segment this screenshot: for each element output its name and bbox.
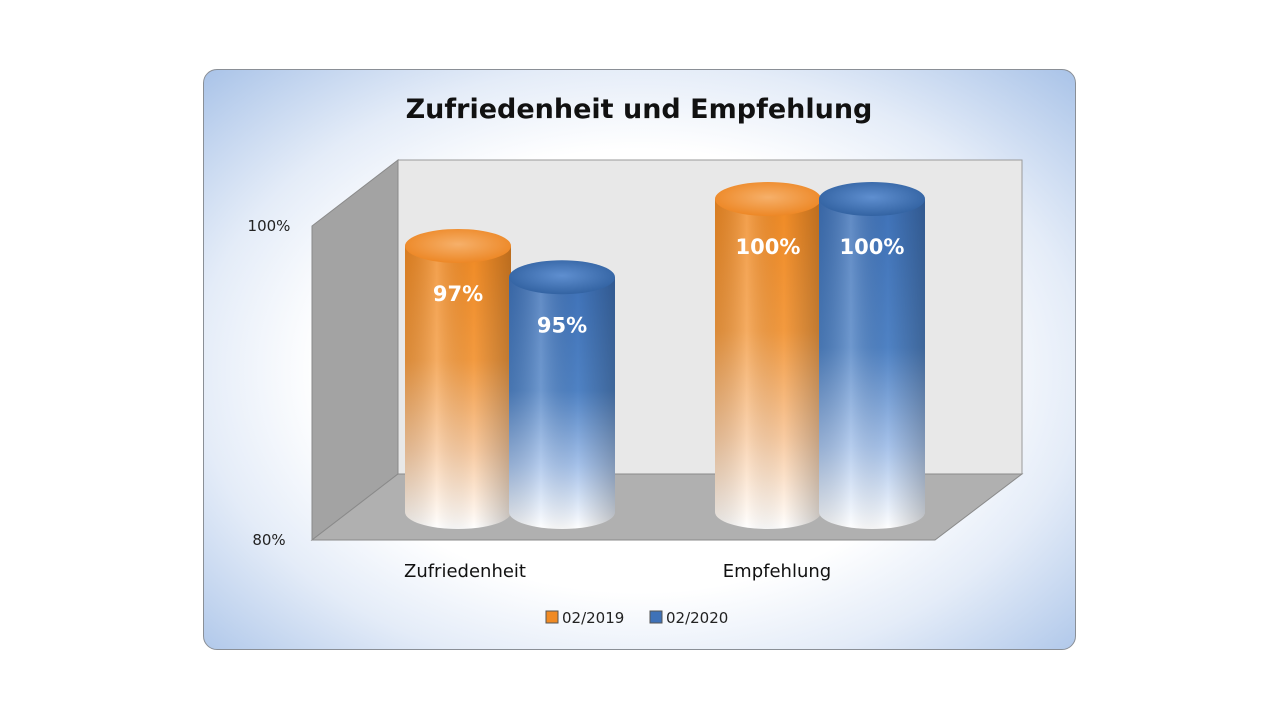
bar-shading xyxy=(715,199,821,529)
bar-shading xyxy=(509,277,615,529)
data-label: 97% xyxy=(433,282,483,306)
data-label: 95% xyxy=(537,313,587,337)
legend-item: 02/2020 xyxy=(649,609,728,627)
category-label: Empfehlung xyxy=(723,561,831,582)
category-label: Zufriedenheit xyxy=(404,561,526,582)
legend-label: 02/2019 xyxy=(562,609,624,627)
data-label: 100% xyxy=(736,235,801,259)
bar: 100% xyxy=(819,182,925,529)
legend-swatch xyxy=(545,610,559,624)
bar-shading xyxy=(405,245,511,529)
bar: 100% xyxy=(715,182,821,529)
bar-top xyxy=(819,182,925,216)
bar: 97% xyxy=(405,228,511,529)
bar-top xyxy=(405,228,511,263)
y-tick-label: 100% xyxy=(248,217,291,235)
chart-title: Zufriedenheit und Empfehlung xyxy=(406,94,873,125)
bar-shading xyxy=(819,199,925,529)
legend-item: 02/2019 xyxy=(545,609,624,627)
side-wall xyxy=(311,158,399,542)
bar-top xyxy=(715,182,821,216)
y-tick-label: 80% xyxy=(252,531,285,549)
bar-top xyxy=(509,260,615,295)
data-label: 100% xyxy=(840,235,905,259)
legend-swatch xyxy=(649,610,663,624)
legend-label: 02/2020 xyxy=(666,609,728,627)
bar: 95% xyxy=(509,260,615,529)
